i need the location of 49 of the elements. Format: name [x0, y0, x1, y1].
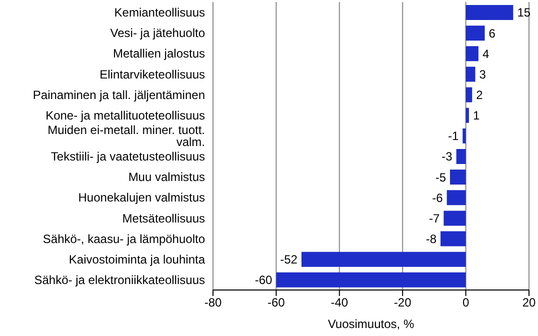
y-tick-label: Kone- ja metallituoteteollisuus	[46, 108, 205, 122]
bar	[466, 108, 469, 123]
x-tick-label: -20	[394, 296, 412, 310]
data-label: -1	[448, 129, 459, 144]
y-tick-label: Muu valmistus	[128, 170, 205, 184]
x-tick-label: 20	[522, 296, 536, 310]
data-label: -5	[435, 170, 446, 184]
bar	[466, 46, 478, 62]
y-tick-label: Kaivostoiminta ja louhinta	[68, 252, 206, 266]
bar	[446, 190, 466, 206]
data-label: 2	[476, 88, 484, 102]
y-tick-label: Metallien jalostus	[112, 46, 205, 61]
x-tick-label: -80	[204, 296, 222, 310]
bar	[456, 149, 466, 164]
bar	[466, 5, 514, 20]
y-tick-label: Painaminen ja tall. jäljentäminen	[32, 88, 205, 102]
bar	[466, 87, 472, 102]
y-tick-label: Elintarviketeollisuus	[100, 67, 205, 82]
bar	[466, 26, 485, 41]
x-tick-label: -40	[330, 296, 348, 310]
bar	[462, 128, 466, 144]
data-label: 6	[488, 26, 496, 40]
y-tick-label: Metsäteollisuus	[122, 211, 205, 226]
x-tick-label: 0	[462, 296, 470, 310]
data-label: -3	[442, 150, 453, 164]
y-tick-label: Vesi- ja jätehuolto	[110, 26, 206, 40]
data-label: 1	[472, 108, 480, 123]
y-tick-label: Huonekalujen valmistus	[78, 190, 205, 205]
y-tick-label: Muiden ei-metall. miner. tuott. valm.	[48, 122, 205, 149]
data-label: 3	[479, 67, 486, 82]
x-axis-title: Vuosimuutos, %	[328, 317, 414, 331]
bar	[301, 252, 466, 267]
x-tick-label: -60	[268, 296, 286, 310]
bar	[444, 210, 466, 226]
bar	[276, 272, 466, 288]
y-tick-label: Sähkö-, kaasu- ja lämpöhuolto	[42, 232, 206, 246]
bar	[440, 231, 466, 246]
data-label: -6	[432, 190, 444, 205]
y-tick-label: Tekstiili- ja vaatetusteollisuus	[50, 150, 205, 164]
data-label: -7	[429, 211, 440, 226]
data-label: -8	[426, 232, 437, 246]
y-tick-label: Sähkö- ja elektroniikkateollisuus	[34, 272, 205, 287]
y-tick-label: Kemianteollisuus	[114, 6, 205, 20]
data-label: -52	[280, 252, 298, 267]
data-label: -60	[254, 273, 273, 288]
bar	[450, 170, 466, 185]
bar	[466, 66, 476, 82]
data-label: 4	[482, 46, 490, 61]
data-label: 15	[517, 6, 531, 20]
